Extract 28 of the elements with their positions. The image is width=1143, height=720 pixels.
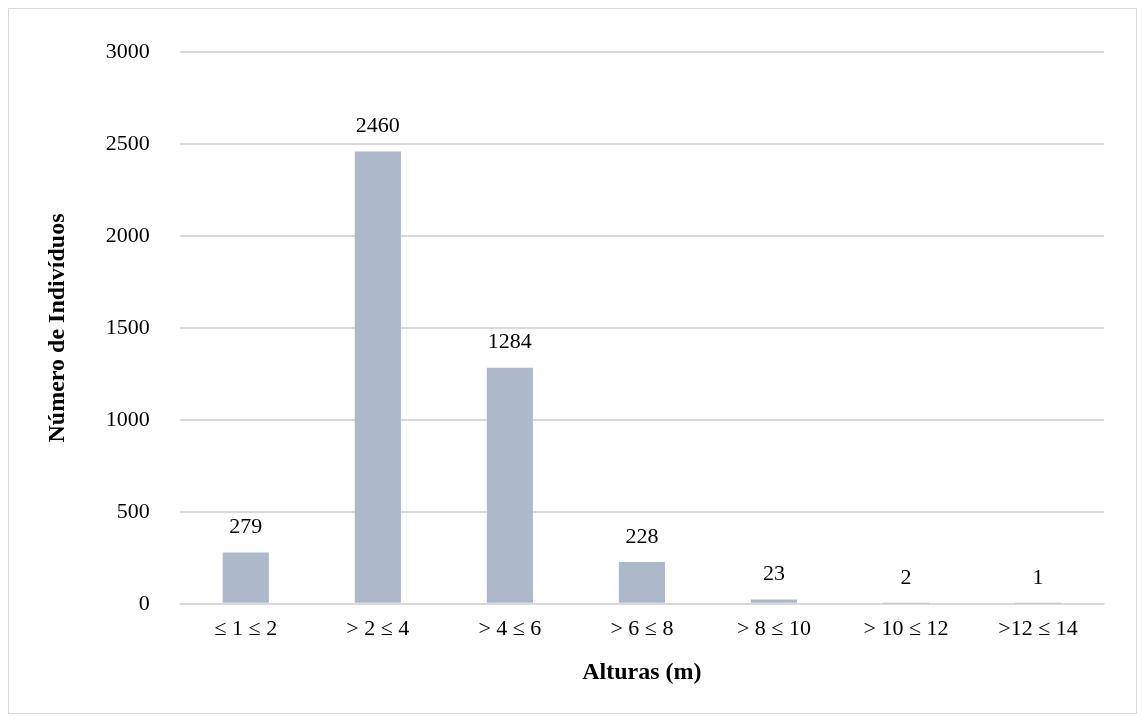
y-tick-label: 1500 [105,313,150,339]
y-tick-label: 2500 [105,129,150,155]
bar [750,599,798,603]
bar [354,151,401,603]
bar [486,367,533,603]
x-tick-label: > 4 ≤ 6 [478,614,542,640]
bar [222,552,269,603]
y-tick-label: 2000 [105,221,150,247]
x-tick-label: > 10 ≤ 12 [863,614,949,640]
x-tick-label: > 2 ≤ 4 [346,614,410,640]
bar [618,561,666,603]
y-axis-title: Número de Indivíduos [42,213,69,443]
data-label: 2460 [355,112,400,138]
data-label: 1284 [487,328,532,354]
data-label: 228 [625,522,659,548]
y-tick-label: 3000 [105,37,150,63]
x-tick-label: ≤ 1 ≤ 2 [214,614,278,640]
y-tick-label: 1000 [105,405,150,431]
data-label: 2 [900,564,912,590]
y-tick-label: 500 [116,497,150,523]
y-tick-label: 0 [138,589,150,615]
data-label: 279 [229,513,263,539]
x-tick-label: >12 ≤ 14 [998,614,1078,640]
x-axis-title: Alturas (m) [582,657,702,684]
data-label: 23 [762,560,785,586]
x-tick-label: > 6 ≤ 8 [610,614,674,640]
x-tick-label: > 8 ≤ 10 [736,614,811,640]
data-label: 1 [1032,564,1044,590]
